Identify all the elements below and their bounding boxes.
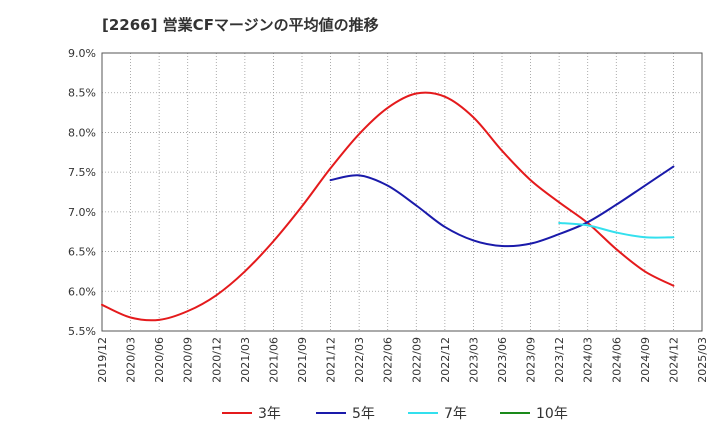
x-tick-label: 2023/03: [467, 337, 480, 383]
y-tick-label: 9.0%: [68, 47, 96, 60]
x-tick-label: 2022/06: [382, 337, 395, 383]
x-tick-label: 2020/06: [153, 337, 166, 383]
legend-label: 10年: [536, 406, 568, 422]
chart-title: [2266] 営業CFマージンの平均値の推移: [102, 16, 379, 34]
y-tick-label: 7.5%: [68, 166, 96, 179]
y-tick-label: 6.0%: [68, 285, 96, 298]
series-line-5年: [329, 165, 675, 248]
x-tick-label: 2024/03: [582, 337, 595, 383]
x-tick-label: 2019/12: [96, 337, 109, 383]
x-tick-label: 2024/12: [667, 337, 680, 383]
plot-frame: [101, 52, 703, 332]
x-tick-label: 2020/03: [125, 337, 138, 383]
x-tick-label: 2021/09: [296, 337, 309, 383]
x-tick-label: 2021/03: [239, 337, 252, 383]
x-tick-label: 2023/06: [496, 337, 509, 383]
x-tick-label: 2022/03: [353, 337, 366, 383]
x-tick-label: 2020/12: [210, 337, 223, 383]
x-tick-label: 2022/09: [410, 337, 423, 383]
legend-label: 3年: [258, 406, 281, 422]
y-tick-label: 8.0%: [68, 126, 96, 139]
x-tick-label: 2024/09: [639, 337, 652, 383]
y-tick-label: 7.0%: [68, 206, 96, 219]
legend-label: 7年: [444, 406, 467, 422]
x-tick-label: 2023/09: [525, 337, 538, 383]
y-tick-label: 6.5%: [68, 246, 96, 259]
x-tick-label: 2023/12: [553, 337, 566, 383]
x-tick-label: 2021/06: [267, 337, 280, 383]
y-tick-label: 5.5%: [68, 325, 96, 338]
legend-label: 5年: [352, 406, 375, 422]
series-line-3年: [101, 91, 675, 322]
x-tick-label: 2022/12: [439, 337, 452, 383]
series-line-7年: [558, 221, 675, 239]
x-tick-label: 2020/09: [182, 337, 195, 383]
plot-area: [102, 53, 702, 331]
x-tick-label: 2025/03: [696, 337, 709, 383]
y-tick-label: 8.5%: [68, 87, 96, 100]
x-tick-label: 2021/12: [325, 337, 338, 383]
x-tick-label: 2024/06: [610, 337, 623, 383]
